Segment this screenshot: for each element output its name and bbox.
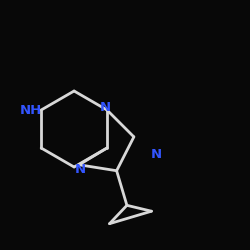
Text: N: N — [100, 101, 111, 114]
Text: N: N — [151, 148, 162, 162]
Text: NH: NH — [20, 104, 42, 117]
Text: N: N — [75, 163, 86, 176]
